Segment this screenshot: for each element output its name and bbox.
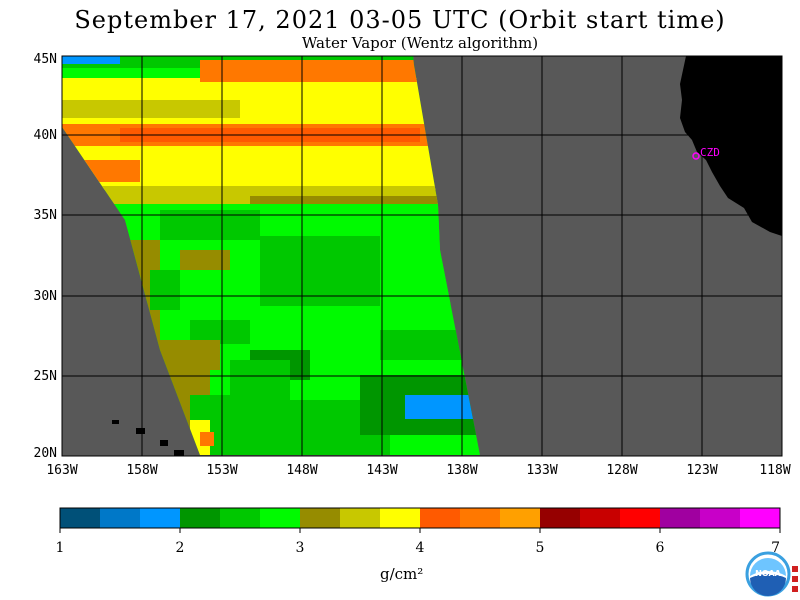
- colorbar-swatch: [580, 508, 621, 528]
- lat-labels: 45N 40N 35N 30N 25N 20N: [34, 52, 57, 461]
- lon-label: 153W: [206, 463, 237, 478]
- noaa-logo: NOAA: [745, 551, 791, 597]
- colorbar-swatch: [420, 508, 461, 528]
- hawaii-island-3: [160, 440, 168, 446]
- lon-label: 163W: [46, 463, 77, 478]
- lon-label: 133W: [526, 463, 557, 478]
- colorbar-swatch: [380, 508, 421, 528]
- colorbar-swatch: [140, 508, 181, 528]
- lat-label: 40N: [34, 128, 57, 143]
- lat-label: 25N: [34, 369, 57, 384]
- colorbar-swatch: [700, 508, 741, 528]
- colorbar-tick-label: 5: [536, 540, 545, 556]
- psl-mark: [792, 566, 798, 592]
- colorbar-swatch: [60, 508, 101, 528]
- lon-label: 158W: [126, 463, 157, 478]
- lon-label: 123W: [686, 463, 717, 478]
- lat-label: 45N: [34, 52, 57, 67]
- colorbar: [60, 508, 781, 528]
- lon-labels: 163W 158W 153W 148W 143W 138W 133W 128W …: [46, 463, 790, 478]
- colorbar-units: g/cm²: [380, 565, 424, 583]
- station-czd-marker: [692, 152, 700, 160]
- noaa-logo-text: NOAA: [755, 569, 781, 578]
- colorbar-swatch: [180, 508, 221, 528]
- hawaii-island-4: [174, 450, 184, 456]
- colorbar-swatch: [300, 508, 341, 528]
- lat-lon-grid: [62, 56, 782, 456]
- lat-label: 30N: [34, 289, 57, 304]
- colorbar-tick-label: 3: [296, 540, 305, 556]
- station-czd-label: CZD: [700, 146, 720, 159]
- map-title: September 17, 2021 03-05 UTC (Orbit star…: [74, 6, 726, 34]
- colorbar-tick-label: 4: [416, 540, 425, 556]
- colorbar-swatch: [220, 508, 261, 528]
- colorbar-swatch: [740, 508, 781, 528]
- colorbar-tick-label: 1: [56, 540, 65, 556]
- lon-label: 128W: [606, 463, 637, 478]
- map-subtitle: Water Vapor (Wentz algorithm): [301, 34, 539, 52]
- map-frame: [61, 55, 783, 457]
- colorbar-ticks: 1 2 3 4 5 6 7: [56, 528, 781, 556]
- colorbar-swatch: [340, 508, 381, 528]
- colorbar-tick-label: 6: [656, 540, 665, 556]
- colorbar-swatch: [620, 508, 661, 528]
- lon-label: 118W: [759, 463, 790, 478]
- colorbar-tick-label: 7: [771, 540, 780, 556]
- colorbar-swatch: [540, 508, 581, 528]
- colorbar-swatch: [500, 508, 541, 528]
- lon-label: 148W: [286, 463, 317, 478]
- lon-label: 138W: [446, 463, 477, 478]
- lat-label: 35N: [34, 208, 57, 223]
- lat-label: 20N: [34, 446, 57, 461]
- colorbar-swatch: [660, 508, 701, 528]
- hawaii-island-1: [112, 420, 119, 424]
- land-california: [680, 56, 782, 236]
- lon-label: 143W: [366, 463, 397, 478]
- hawaii-island-2: [136, 428, 145, 434]
- colorbar-tick-label: 2: [176, 540, 185, 556]
- colorbar-swatch: [260, 508, 301, 528]
- colorbar-swatch: [100, 508, 141, 528]
- colorbar-swatch: [460, 508, 501, 528]
